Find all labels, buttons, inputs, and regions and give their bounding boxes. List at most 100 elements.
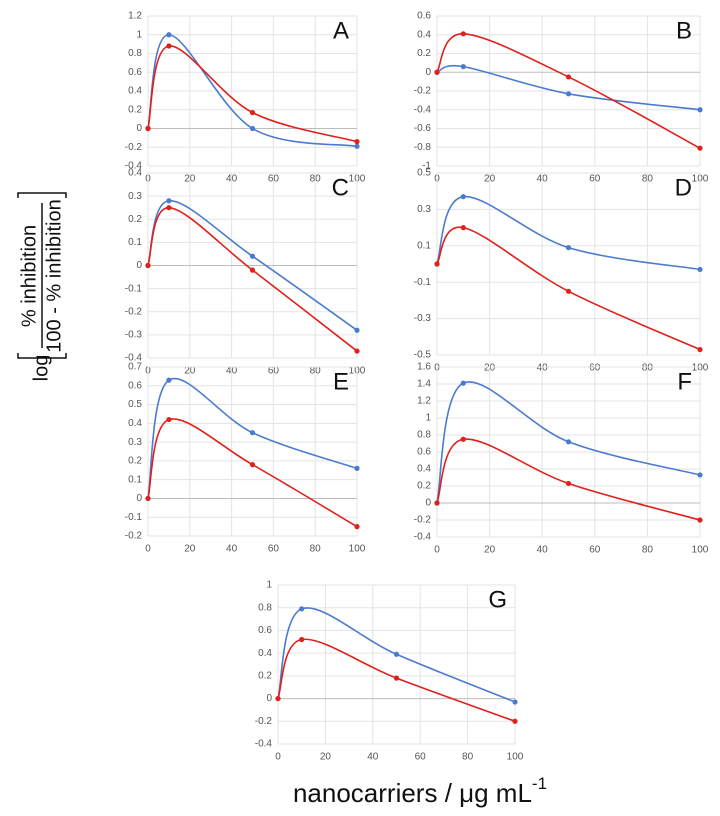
y-tick-label: 1 [425,413,431,424]
data-point [697,472,703,478]
y-tick-label: -0.4 [125,353,143,364]
data-point [166,416,172,423]
x-tick-label: 100 [349,544,366,555]
y-label-numerator: % inhibition [18,225,40,327]
x-axis-label: nanocarriers / μg mL-1 [293,774,547,807]
y-tick-label: -0.2 [125,306,143,317]
y-label-denominator: 100 - % inhibition [43,199,65,352]
panel: 020406080100-0.4-0.3-0.2-0.100.10.20.30.… [125,168,366,377]
x-tick-label: 0 [434,545,440,556]
y-tick-label: 0.8 [258,602,272,613]
y-tick-label: 0.6 [128,380,142,391]
y-tick-label: -0.2 [255,716,273,727]
y-tick-label: 1.4 [417,379,431,390]
data-point [565,74,572,80]
data-point [145,262,151,269]
data-point [512,699,518,705]
y-tick-label: -1 [422,161,431,172]
series-line [436,226,701,351]
y-tick-label: -0.6 [414,123,432,134]
y-tick-label: 1.2 [417,396,431,407]
data-point [249,430,256,436]
y-tick-label: 0.6 [417,447,431,458]
y-tick-label: 0.6 [417,11,431,22]
data-point [166,205,172,211]
series-line [436,33,701,149]
x-label-superscript: -1 [532,774,547,793]
y-tick-label: 0.4 [258,648,272,659]
panel-letter: A [333,17,349,44]
y-tick-label: 0.2 [128,104,142,115]
data-point [565,480,572,487]
data-point [565,288,572,294]
data-point [697,346,703,353]
data-point [393,651,400,657]
x-tick-label: 60 [589,545,601,556]
y-tick-label: 0.2 [128,456,142,467]
data-point [275,695,281,702]
y-tick-label: 0.4 [128,86,142,97]
y-tick-label: -0.5 [414,350,432,361]
series-line [147,418,358,528]
y-tick-label: 0 [136,260,142,271]
panel-letter: G [488,586,507,613]
x-tick-label: 20 [484,545,496,556]
data-point [299,636,305,643]
y-tick-label: 0.1 [417,240,431,251]
series-line [277,638,516,723]
series-line [147,377,358,499]
data-point [697,517,703,523]
data-point [697,107,703,113]
y-tick-label: 1 [266,580,272,591]
x-tick-label: 80 [462,752,474,763]
x-tick-label: 0 [145,544,151,555]
data-point [166,377,172,383]
series-line [436,195,701,271]
series-line [147,45,358,143]
x-tick-label: 100 [507,752,524,763]
y-tick-label: -0.2 [125,142,143,153]
panel-letter: B [676,17,692,44]
x-tick-label: 60 [415,752,427,763]
data-point [460,436,466,442]
data-point [565,91,572,97]
data-point [249,125,256,132]
y-tick-label: -0.1 [125,512,143,523]
data-point [434,261,440,267]
data-point [299,606,305,612]
panel: 0 20 40 60 80 100 -0.4 -0.2 0 0.2 0.4 0.6 0.8 1 G [255,580,524,763]
y-tick-label: -0.4 [414,104,432,115]
y-label-prefix: log [30,355,52,382]
data-point [166,43,172,49]
panel: 020406080100-1-0.8-0.6-0.4-0.200.20.40.6… [414,11,709,185]
y-tick-label: 0.3 [128,191,142,202]
y-tick-label: 1.2 [128,11,142,22]
y-tick-label: 0.7 [128,362,142,373]
series-line [436,64,701,111]
y-tick-label: 0 [425,67,431,78]
y-tick-label: 0.8 [417,430,431,441]
data-point [354,524,360,530]
data-point [166,32,172,38]
x-tick-label: 60 [268,544,280,555]
series-line [147,33,358,148]
x-tick-label: 40 [537,545,549,556]
x-tick-label: 20 [320,752,332,763]
x-label-text: nanocarriers / μg mL [293,778,532,808]
data-point [565,245,572,251]
y-tick-label: 0.6 [258,625,272,636]
y-tick-label: -0.1 [414,277,432,288]
panel-letter: F [677,368,692,395]
data-point [460,225,466,231]
data-point [434,69,440,75]
panel: 0 20 40 60 80 100 -0.4 -0.2 0 0.2 0.4 0.6 0.8 1 1.2 1.4… [414,362,709,556]
y-tick-label: 0.1 [128,474,142,485]
y-tick-label: 0.5 [128,399,142,410]
series-line [147,206,358,352]
y-tick-label: 0.4 [417,464,431,475]
data-point [697,266,703,273]
data-point [393,675,400,681]
